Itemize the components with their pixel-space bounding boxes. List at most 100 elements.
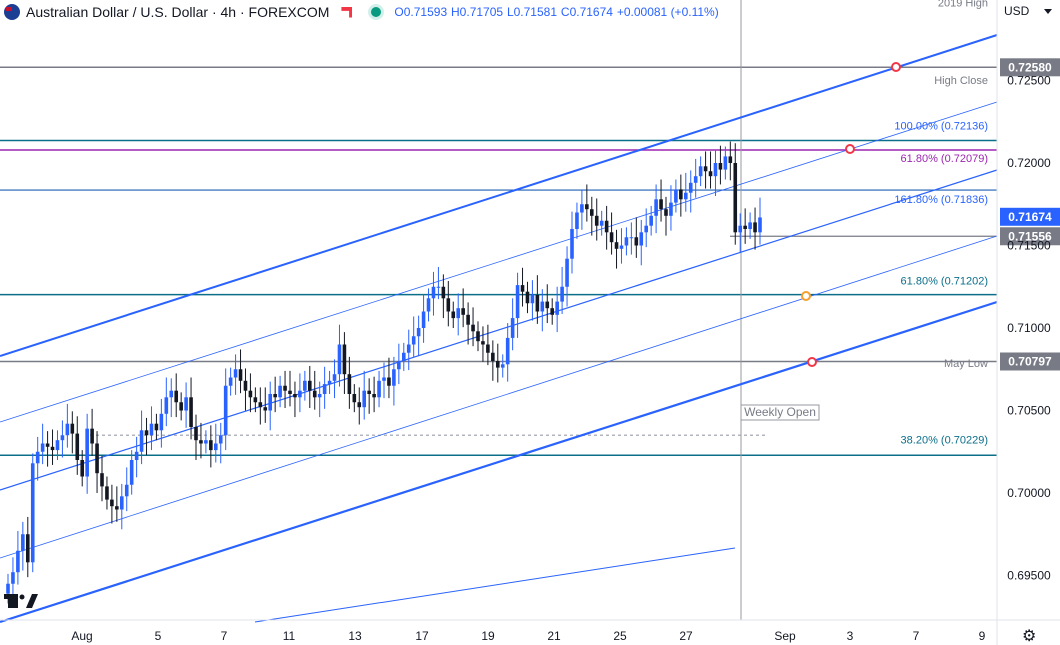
symbol-title[interactable]: Australian Dollar / U.S. Dollar · 4h · F… [26,4,330,20]
candle-body[interactable] [119,496,124,510]
candle-body[interactable] [105,486,109,500]
candle-body[interactable] [550,308,555,315]
candle-body[interactable] [377,380,381,398]
candle-body[interactable] [525,291,530,304]
candle-body[interactable] [639,232,644,246]
candle-body[interactable] [589,209,594,216]
candle-body[interactable] [688,182,693,193]
candle-body[interactable] [629,237,634,239]
candle-body[interactable] [134,451,139,460]
candle-body[interactable] [456,308,461,319]
candle-body[interactable] [263,407,268,411]
candle-body[interactable] [738,225,743,233]
candle-body[interactable] [723,156,728,170]
candle-body[interactable] [624,237,629,246]
candle-body[interactable] [758,217,762,233]
candle-body[interactable] [45,443,50,447]
candle-body[interactable] [209,440,213,451]
candle-body[interactable] [461,308,465,315]
channel-line[interactable] [0,235,998,559]
candle-body[interactable] [213,443,218,451]
candle-body[interactable] [446,298,451,312]
candle-body[interactable] [253,397,258,403]
candle-body[interactable] [115,506,119,510]
candle-body[interactable] [441,286,446,299]
candle-body[interactable] [748,222,752,229]
candle-body[interactable] [619,245,624,249]
candle-body[interactable] [159,413,164,431]
channel-line[interactable] [0,169,998,491]
candle-body[interactable] [679,189,683,200]
candle-body[interactable] [471,324,475,332]
candle-body[interactable] [357,402,362,408]
candle-body[interactable] [481,341,485,345]
candle-body[interactable] [65,423,70,436]
candle-body[interactable] [575,212,579,230]
candle-body[interactable] [303,380,307,391]
candle-body[interactable] [322,384,327,394]
candle-body[interactable] [387,377,391,386]
candle-body[interactable] [80,460,85,477]
candle-body[interactable] [352,394,357,403]
candle-body[interactable] [218,435,223,444]
candle-body[interactable] [144,430,149,436]
candle-body[interactable] [372,394,376,398]
candle-body[interactable] [174,390,179,403]
candle-body[interactable] [337,344,342,375]
intersection-marker[interactable] [891,62,901,72]
candle-body[interactable] [129,460,134,485]
candle-body[interactable] [698,166,703,177]
channel-line[interactable] [0,300,998,624]
candle-body[interactable] [580,204,584,213]
candle-body[interactable] [268,394,273,411]
candle-body[interactable] [179,402,183,411]
candle-body[interactable] [342,344,347,375]
candle-body[interactable] [431,286,436,299]
candle-body[interactable] [233,369,238,378]
candle-body[interactable] [530,295,535,304]
candle-body[interactable] [520,285,525,292]
candle-body[interactable] [273,394,277,398]
intersection-marker[interactable] [807,357,817,367]
candle-body[interactable] [70,423,75,434]
candle-body[interactable] [25,534,30,563]
candle-body[interactable] [258,402,263,408]
candle-body[interactable] [515,285,520,319]
candle-body[interactable] [718,163,723,170]
candle-body[interactable] [436,286,441,288]
candle-body[interactable] [416,328,421,337]
candle-body[interactable] [491,352,495,361]
candle-body[interactable] [189,397,193,427]
candle-body[interactable] [6,583,10,594]
candle-body[interactable] [90,428,94,444]
candle-body[interactable] [466,314,470,325]
candle-body[interactable] [411,336,416,345]
candle-body[interactable] [708,171,713,177]
candle-body[interactable] [50,446,55,451]
candle-body[interactable] [298,390,302,398]
candle-body[interactable] [149,423,154,436]
candle-body[interactable] [392,369,396,386]
candle-body[interactable] [124,484,129,497]
candle-body[interactable] [401,352,406,361]
candle-body[interactable] [35,451,40,464]
candle-body[interactable] [545,301,550,309]
candle-body[interactable] [540,301,545,312]
candle-body[interactable] [674,189,678,203]
candle-body[interactable] [30,463,35,563]
flag-marker-icon[interactable] [341,6,353,18]
candle-body[interactable] [500,364,505,368]
candle-body[interactable] [585,204,589,210]
candle-body[interactable] [649,215,653,226]
candle-body[interactable] [713,163,718,177]
candle-body[interactable] [634,237,639,246]
candle-body[interactable] [278,385,282,398]
candle-body[interactable] [184,397,188,411]
candle-body[interactable] [505,337,510,365]
candle-body[interactable] [594,215,599,226]
candle-body[interactable] [535,295,540,312]
candle-body[interactable] [733,163,738,233]
channel-line[interactable] [0,101,998,423]
candle-body[interactable] [347,374,352,394]
candle-body[interactable] [60,435,65,441]
